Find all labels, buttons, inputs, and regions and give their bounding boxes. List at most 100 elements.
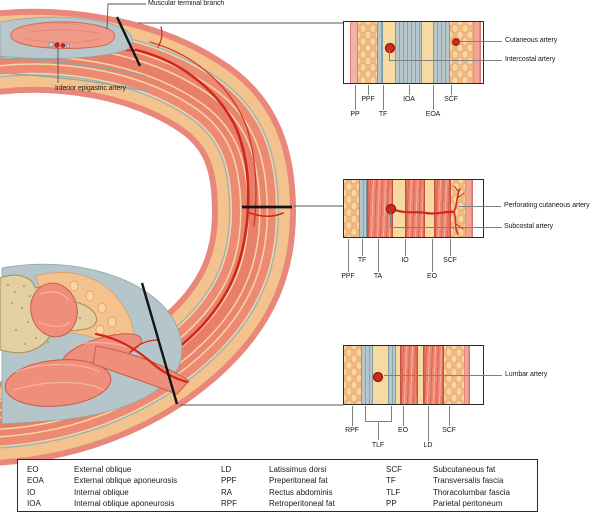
leader-line — [428, 406, 429, 441]
leader-line — [409, 85, 410, 95]
legend-abbr: EOA — [27, 476, 44, 486]
legend-definition: External oblique — [74, 465, 132, 474]
section-marker-1 — [115, 16, 142, 67]
layer-ioa — [395, 22, 422, 83]
leader-line — [389, 50, 390, 60]
layer-label-eo: EO — [398, 427, 408, 434]
layer-white — [344, 22, 350, 83]
layer-label-scf: SCF — [443, 257, 457, 264]
layer-eo — [434, 180, 451, 237]
rectus-region — [0, 16, 151, 93]
lumbar-artery-dot — [372, 371, 384, 383]
label-perforating-cutaneous-artery: Perforating cutaneous artery — [504, 202, 590, 209]
legend-abbr: LD — [221, 465, 232, 474]
leader-line — [378, 239, 379, 272]
layer-ta — [367, 180, 393, 237]
label-lumbar-artery: Lumbar artery — [505, 371, 548, 378]
leader-line — [389, 60, 502, 61]
legend-definition: Thoracolumbar fascia — [433, 487, 510, 497]
layer-label-tf: TF — [378, 111, 388, 118]
layer-rpf — [344, 346, 361, 404]
leader-line — [368, 85, 369, 95]
layer-eoa — [433, 22, 450, 83]
leader-line — [352, 406, 353, 426]
lumbar-artery-curve — [94, 332, 189, 384]
layer-label-io: IO — [401, 257, 409, 264]
leader-line — [390, 227, 502, 228]
legend-abbr: IO — [27, 487, 36, 497]
leader-line — [451, 85, 452, 95]
back-muscles — [4, 282, 190, 407]
perforator-branch-top — [157, 26, 163, 48]
leader-line — [348, 239, 349, 272]
legend-definition: Transversalis fascia — [433, 476, 504, 486]
legend-abbr: PPF — [221, 476, 237, 486]
layer-cream — [393, 180, 405, 237]
layer-stack — [344, 180, 483, 237]
secondary-artery-line — [149, 41, 257, 227]
label-inferior-epigastric-artery: Inferior epigastric artery — [55, 85, 126, 92]
inset-box-intercostal — [343, 21, 484, 84]
layer-label-ioa: IOA — [403, 96, 415, 103]
layer-white — [473, 180, 482, 237]
label-intercostal-artery: Intercostal artery — [505, 56, 556, 63]
spine-region — [0, 263, 190, 425]
layer-white — [481, 22, 482, 83]
inset3-artery-overlay — [372, 371, 384, 383]
label-muscular-terminal-branch: Muscular terminal branch — [148, 0, 225, 7]
intercostal-artery-dot — [384, 42, 396, 54]
label-subcostal-artery: Subcostal artery — [504, 223, 553, 230]
subcostal-artery-dot — [385, 203, 397, 215]
connector-lines — [57, 3, 343, 406]
layer-label-ppf: PPF — [341, 273, 355, 280]
layer-io — [405, 180, 425, 237]
legend-definition: Latissimus dorsi — [269, 465, 327, 474]
inset2-artery-overlay — [385, 185, 465, 235]
inset1-artery-overlay — [384, 38, 460, 54]
inset-box-subcostal — [343, 179, 484, 238]
layer-ppf — [358, 22, 377, 83]
legend-definition: Retroperitoneal fat — [269, 499, 335, 509]
legend-abbr: TF — [386, 476, 396, 486]
legend-abbr: IOA — [27, 499, 41, 509]
layer-label-tf: TF — [357, 257, 367, 264]
abbreviation-legend: EO External oblique LD Latissimus dorsi SCF S… — [17, 459, 538, 512]
cutaneous-artery-dot — [452, 38, 460, 46]
layer-label-scf: SCF — [444, 96, 458, 103]
leader-line — [432, 239, 433, 272]
perforating-artery-trunk — [393, 208, 456, 215]
legend-abbr: SCF — [386, 465, 402, 474]
leader-line — [405, 239, 406, 256]
leader-line — [383, 85, 384, 110]
leader-line — [433, 85, 434, 110]
layer-skin — [473, 22, 481, 83]
layer-label-scf: SCF — [442, 427, 456, 434]
layer-cream — [425, 180, 434, 237]
layer-label-ld: LD — [423, 442, 433, 449]
leader-line — [450, 239, 451, 256]
leader-line — [403, 406, 404, 426]
legend-abbr: RPF — [221, 499, 237, 509]
leader-line — [460, 41, 502, 42]
layer-label-eo: EO — [427, 273, 437, 280]
legend-abbr: RA — [221, 487, 233, 497]
layer-tf — [359, 180, 367, 237]
leader-line — [355, 85, 356, 110]
layer-ppf — [344, 180, 359, 237]
legend-grid: EO External oblique LD Latissimus dorsi SCF S… — [18, 460, 537, 510]
leader-line — [390, 212, 391, 227]
leader-line — [362, 239, 363, 256]
legend-definition: External oblique aponeurosis — [74, 476, 178, 486]
leader-line — [459, 206, 501, 207]
inferior-epigastric-artery-dots — [48, 42, 71, 49]
leader-line — [449, 406, 450, 426]
layer-scf — [450, 22, 473, 83]
leader-line — [391, 406, 392, 421]
section-marker-3 — [140, 282, 179, 405]
fat-lobules — [55, 280, 123, 342]
muscle-streaks — [13, 291, 137, 391]
leader-line — [365, 406, 366, 421]
legend-definition: Internal oblique — [74, 487, 129, 497]
section-markers — [115, 16, 292, 405]
